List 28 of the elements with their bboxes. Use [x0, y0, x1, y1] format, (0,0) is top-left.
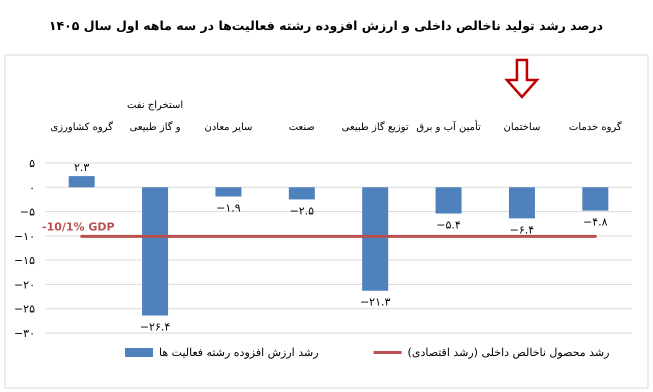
x-tick-label: تأمین آب و برق [416, 119, 481, 133]
data-label: −۵.۴ [436, 218, 461, 232]
legend-label: رشد ارزش افزوده رشته فعالیت ها [159, 346, 319, 359]
data-label: −۲۶.۴ [140, 320, 170, 334]
annotation: -10/1% GDP [42, 220, 115, 234]
data-label: ۲.۳ [74, 161, 90, 174]
x-tick-label: صنعت [288, 122, 315, 133]
chart-title: درصد رشد تولید ناخالص داخلی و ارزش افزوده رشته فعالیت‌ها در سه ماهه اول سال ۱۴۰۵ [48, 18, 604, 34]
data-label: −۲۱.۳ [360, 296, 390, 309]
data-label: −۴.۸ [583, 216, 608, 229]
x-tick-label: سایر معادن [204, 122, 252, 133]
x-tick-label: توزیع گاز طبیعی [342, 121, 409, 133]
legend-label: رشد محصول ناخالص داخلی (رشد اقتصادی) [408, 346, 610, 359]
x-tick-label: گروه کشاورزی [50, 121, 114, 133]
x-tick-label: گروه خدمات [568, 121, 622, 133]
data-label: −۶.۴ [510, 223, 534, 236]
y-tick-label: −۲۵ [14, 302, 36, 316]
x-tick-label: ساختمان [504, 122, 540, 133]
data-label: −۲.۵ [290, 204, 314, 218]
y-tick-label: ۵ [29, 157, 36, 170]
y-tick-label: ۰ [29, 181, 35, 194]
y-tick-label: −۱۵ [14, 254, 36, 268]
y-tick-label: −۳۰ [14, 327, 35, 340]
data-label: −۱.۹ [216, 202, 241, 215]
y-tick-label: −۱۰ [14, 230, 35, 243]
y-tick-label: −۵ [20, 206, 36, 219]
x-tick-label: استخراج نفت و گاز طبیعی [126, 100, 184, 133]
y-tick-label: −۲۰ [14, 278, 35, 292]
